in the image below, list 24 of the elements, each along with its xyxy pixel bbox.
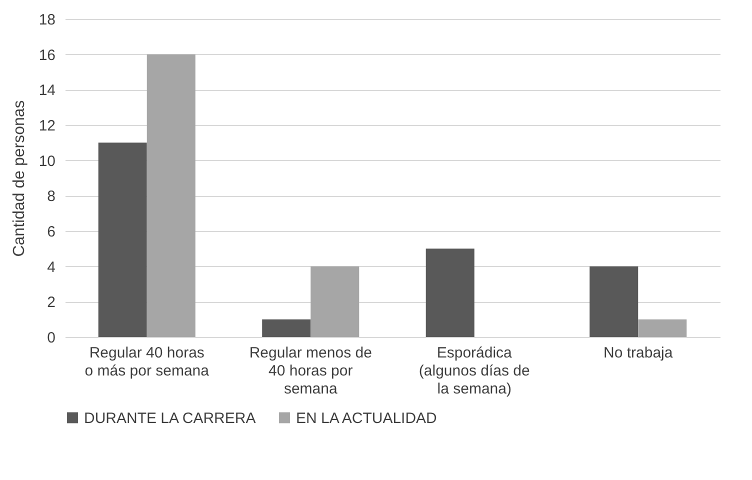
y-axis-title: Cantidad de personas: [10, 100, 28, 257]
y-tick-label: 12: [38, 118, 56, 134]
x-tick-label: Regular 40 horas o más por semana: [84, 344, 210, 380]
bar: [638, 319, 687, 337]
y-tick-label: 2: [47, 294, 56, 312]
bar: [590, 266, 638, 337]
x-tick-label: Esporádica (algunos días de la semana): [418, 344, 530, 398]
y-tick-label: 6: [47, 224, 56, 240]
bar: [310, 266, 360, 337]
bar: [426, 248, 474, 337]
x-tick-label: No trabaja: [604, 344, 674, 362]
bar: [146, 54, 196, 337]
y-tick-label: 0: [47, 330, 56, 346]
y-tick-label: 10: [38, 152, 56, 170]
legend-label: DURANTE LA CARRERA: [84, 410, 256, 427]
bar: [98, 142, 147, 337]
y-tick-label: 16: [38, 46, 56, 64]
y-tick-label: 4: [47, 258, 56, 276]
y-tick-label: 8: [47, 188, 56, 206]
legend-label: EN LA ACTUALIDAD: [296, 410, 438, 427]
bar: [262, 319, 311, 337]
y-tick-label: 14: [38, 82, 56, 100]
x-tick-label: Regular menos de 40 horas por semana: [249, 344, 372, 398]
y-tick-label: 18: [38, 12, 56, 28]
